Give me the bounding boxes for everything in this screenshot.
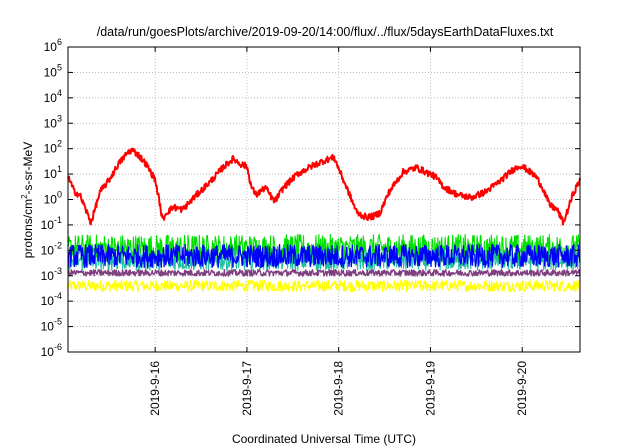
y-tick-exp: 4 <box>57 88 62 98</box>
y-label-pre: protons/cm <box>21 199 35 258</box>
x-tick-label: 2019-9-18 <box>332 361 346 416</box>
y-tick-base: 10 <box>44 116 58 130</box>
series-line-3 <box>67 243 581 269</box>
y-tick-base: 10 <box>44 193 58 207</box>
y-tick-label: 10-2 <box>41 240 62 257</box>
y-tick-exp: 2 <box>57 139 62 149</box>
y-tick-base: 10 <box>44 65 58 79</box>
chart-title: /data/run/goesPlots/archive/2019-09-20/1… <box>97 25 554 39</box>
y-tick-exp: -3 <box>54 266 62 276</box>
y-tick-exp: -1 <box>54 215 62 225</box>
y-tick-base: 10 <box>41 269 55 283</box>
x-tick-label: 2019-9-19 <box>423 361 437 416</box>
y-tick-label: 10-6 <box>41 342 62 359</box>
y-tick-base: 10 <box>44 91 58 105</box>
x-axis: 2019-9-16 2019-9-17 2019-9-18 2019-9-19 2019… <box>148 47 529 416</box>
x-axis-label: Coordinated Universal Time (UTC) <box>232 432 416 446</box>
y-tick-base: 10 <box>41 345 55 359</box>
series-line-4 <box>67 269 581 277</box>
series-layer <box>67 147 581 293</box>
y-tick-base: 10 <box>41 243 55 257</box>
y-tick-label: 102 <box>44 139 62 156</box>
y-tick-exp: 5 <box>57 62 62 72</box>
y-tick-label: 104 <box>44 88 62 105</box>
y-tick-base: 10 <box>41 320 55 334</box>
y-tick-exp: 0 <box>57 190 62 200</box>
y-tick-label: 10-3 <box>41 266 62 283</box>
x-tick-label: 2019-9-16 <box>148 361 162 416</box>
y-tick-exp: -2 <box>54 240 62 250</box>
y-tick-label: 103 <box>44 113 62 130</box>
y-tick-base: 10 <box>41 294 55 308</box>
y-label-post: -s-sr-MeV <box>21 142 35 195</box>
y-tick-exp: 1 <box>57 164 62 174</box>
y-tick-exp: 3 <box>57 113 62 123</box>
x-tick-label: 2019-9-17 <box>240 361 254 416</box>
y-tick-label: 105 <box>44 62 62 79</box>
y-tick-label: 101 <box>44 164 62 181</box>
series-line-5 <box>67 147 581 226</box>
series-line-0 <box>67 279 581 293</box>
y-tick-label: 106 <box>44 37 62 54</box>
y-tick-base: 10 <box>44 40 58 54</box>
y-tick-exp: 6 <box>57 37 62 47</box>
y-tick-label: 100 <box>44 190 62 207</box>
y-tick-base: 10 <box>44 167 58 181</box>
y-tick-label: 10-4 <box>41 291 62 308</box>
y-tick-exp: -5 <box>54 317 62 327</box>
y-axis-label: protons/cm2-s-sr-MeV <box>20 142 35 258</box>
y-tick-label: 10-1 <box>41 215 62 232</box>
y-tick-base: 10 <box>41 218 55 232</box>
y-label-sup: 2 <box>20 194 29 199</box>
series-line-1 <box>67 233 581 263</box>
y-tick-label: 10-5 <box>41 317 62 334</box>
y-tick-exp: -4 <box>54 291 62 301</box>
x-tick-label: 2019-9-20 <box>515 361 529 416</box>
y-tick-exp: -6 <box>54 342 62 352</box>
y-axis: 10-610-510-410-310-210-11001011021031041… <box>41 37 580 359</box>
y-tick-base: 10 <box>44 142 58 156</box>
